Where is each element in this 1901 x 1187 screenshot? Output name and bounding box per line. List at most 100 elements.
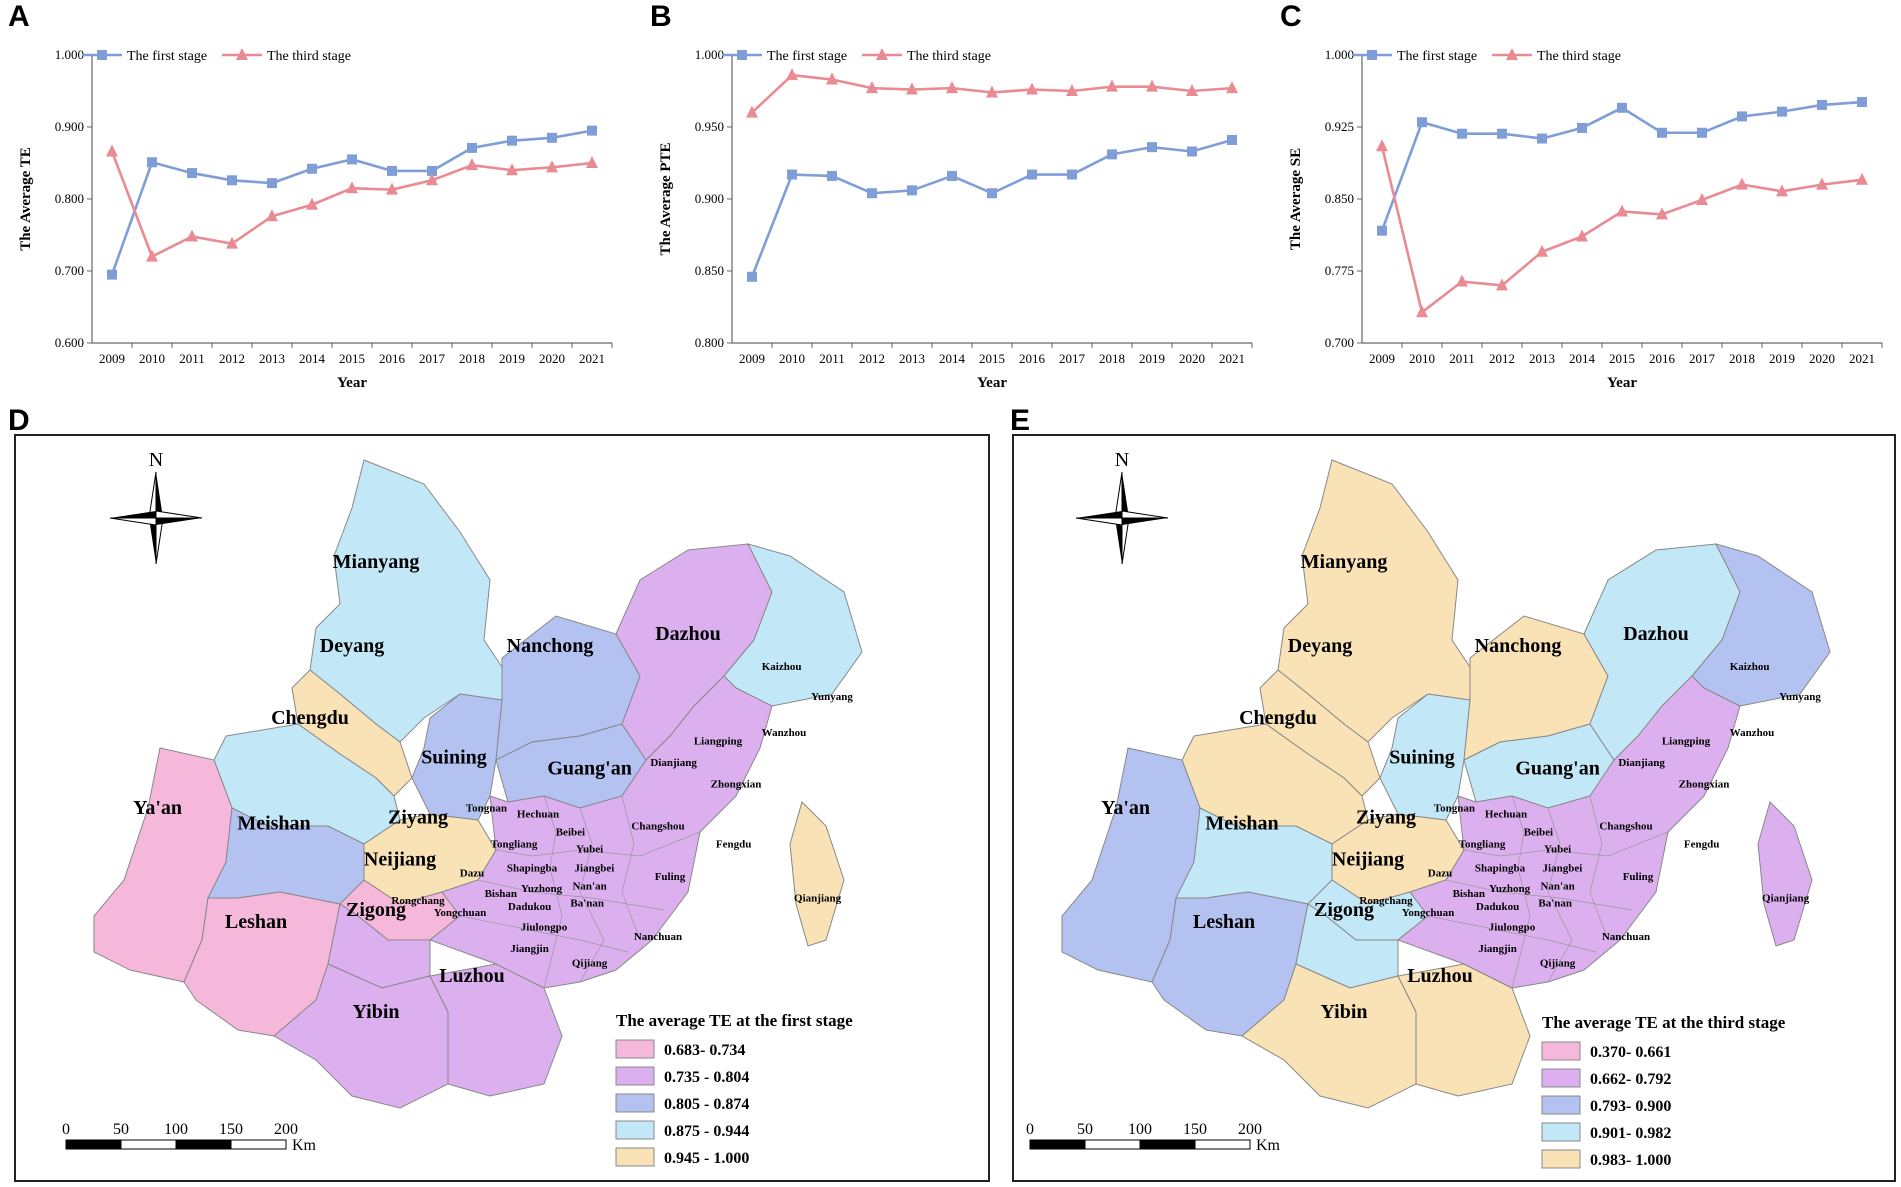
district-label: Yunyang <box>811 691 853 703</box>
x-tick-label: 2011 <box>819 351 845 366</box>
legend-swatch <box>1541 1041 1581 1061</box>
region-label: Ya'an <box>133 797 182 819</box>
data-point-third-stage <box>1416 305 1428 318</box>
x-tick-label: 2014 <box>1569 351 1596 366</box>
legend-swatch <box>615 1066 655 1086</box>
data-point-third-stage <box>1376 139 1388 152</box>
data-point-third-stage <box>866 81 878 94</box>
district-label: Hechuan <box>517 809 559 821</box>
scale-unit: Km <box>1256 1137 1281 1154</box>
scale-tick-label: 50 <box>1077 1121 1093 1138</box>
data-point-first-stage <box>587 125 597 136</box>
x-axis-label: Year <box>337 375 367 391</box>
legend-swatch <box>1541 1149 1581 1169</box>
data-point-third-stage <box>306 197 318 210</box>
data-point-third-stage <box>1616 204 1628 217</box>
scale-tick-label: 200 <box>274 1121 298 1138</box>
data-point-third-stage <box>1186 84 1198 96</box>
district-boundary <box>621 795 641 941</box>
district-boundary <box>477 879 665 911</box>
district-label: Yongchuan <box>1402 907 1455 919</box>
data-point-first-stage <box>1777 106 1787 117</box>
legend-marker-square-icon <box>1367 50 1377 60</box>
region-label: Suining <box>421 747 487 769</box>
x-tick-label: 2010 <box>1409 351 1435 366</box>
line-chart-average-te: 0.600 0.700 0.800 0.900 1.000 2009 2010 2011 201… <box>18 47 613 391</box>
panel-label-b: B <box>650 0 672 33</box>
region-label: Neijiang <box>1332 849 1404 871</box>
district-label: Dadukou <box>508 901 551 913</box>
legend-label: The first stage <box>127 49 207 64</box>
series-line-third-stage <box>110 151 593 259</box>
district-label: Yuzhong <box>521 883 563 895</box>
legend-label: The first stage <box>1397 49 1477 64</box>
region-label: Nanchong <box>507 635 594 657</box>
map-first-stage: Mianyang Deyang Nanchong Dazhou Chengdu Suini… <box>62 449 863 1167</box>
region-label: Dazhou <box>655 623 721 645</box>
x-tick-label: 2020 <box>539 351 565 366</box>
district-label: Changshou <box>631 821 684 833</box>
district-label: Jiangjin <box>510 943 549 955</box>
region-yibin <box>273 963 449 1109</box>
x-tick-label: 2020 <box>1809 351 1835 366</box>
district-label: Tongliang <box>1459 839 1506 851</box>
series-line-third-stage <box>1380 145 1863 315</box>
legend-label: 0.370- 0.661 <box>1590 1044 1671 1061</box>
scale-tick-label: 100 <box>1128 1121 1152 1138</box>
district-label: Nanchuan <box>1602 931 1650 943</box>
region-label: Meishan <box>1205 813 1278 835</box>
district-label: Dazu <box>1428 867 1452 879</box>
region-label: Luzhou <box>439 965 505 987</box>
district-label: Fengdu <box>1684 839 1719 851</box>
x-tick-label: 2012 <box>1489 351 1515 366</box>
series-line-first-stage <box>750 138 1233 278</box>
district-label: Fengdu <box>716 839 751 851</box>
x-tick-label: 2019 <box>1769 351 1795 366</box>
scale-bar-segment <box>120 1139 177 1150</box>
district-label: Wanzhou <box>1730 727 1775 739</box>
district-label: Qijiang <box>1540 957 1576 969</box>
district-label: Rongchang <box>391 895 445 907</box>
north-arrow-icon <box>1115 518 1122 564</box>
legend-label: 0.793- 0.900 <box>1590 1098 1671 1115</box>
legend-label: 0.901- 0.982 <box>1590 1125 1671 1142</box>
x-tick-label: 2021 <box>579 351 605 366</box>
district-label: Beibei <box>556 827 585 839</box>
north-arrow-icon <box>1075 517 1123 526</box>
district-label: Jiangbei <box>575 863 615 875</box>
region-label: Ziyang <box>1356 807 1416 829</box>
region-mianyang <box>309 459 509 743</box>
x-tick-label: 2021 <box>1849 351 1875 366</box>
data-point-third-stage <box>586 156 598 168</box>
region-label: Luzhou <box>1407 965 1473 987</box>
data-point-third-stage <box>786 68 798 81</box>
district-label: Nanchuan <box>634 931 682 943</box>
legend-swatch <box>1541 1095 1581 1115</box>
x-tick-label: 2011 <box>1449 351 1475 366</box>
district-label: Yunyang <box>1779 691 1821 703</box>
district-label: Zhongxian <box>711 779 762 791</box>
panel-label-d: D <box>8 404 30 437</box>
data-point-third-stage <box>466 158 478 171</box>
data-point-first-stage <box>1537 133 1547 144</box>
district-label: Jiulongpo <box>521 921 568 933</box>
district-boundary <box>1427 915 1597 953</box>
x-tick-label: 2018 <box>1729 351 1755 366</box>
region-label: Leshan <box>1193 911 1255 933</box>
y-axis-label: The Average PTE <box>658 142 674 255</box>
x-tick-label: 2019 <box>499 351 525 366</box>
map-panel-third-stage: Mianyang Deyang Nanchong Dazhou Chengdu Suini… <box>1012 434 1896 1182</box>
district-boundary <box>1445 879 1633 911</box>
district-boundary <box>543 795 563 989</box>
district-label: Rongchang <box>1359 895 1413 907</box>
legend-swatch <box>615 1120 655 1140</box>
scale-bar-segment <box>230 1139 287 1150</box>
series-line-first-stage <box>110 129 593 276</box>
district-label: Shapingba <box>1475 863 1526 875</box>
legend-label: The first stage <box>767 49 847 64</box>
north-arrow-icon <box>1076 511 1122 518</box>
x-axis-label: Year <box>977 375 1007 391</box>
data-point-third-stage <box>1736 177 1748 190</box>
data-point-third-stage <box>1456 274 1468 287</box>
region-yibin <box>1241 963 1417 1109</box>
